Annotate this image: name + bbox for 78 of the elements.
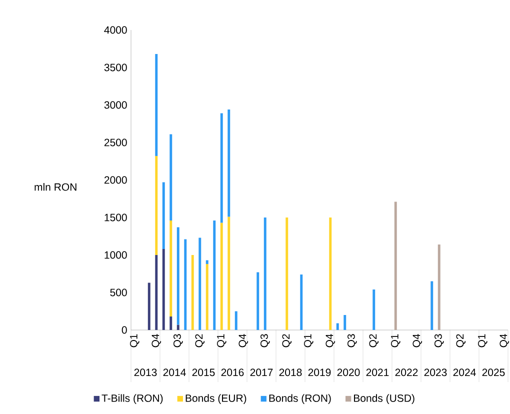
bar <box>206 260 208 264</box>
text: 2021 <box>366 368 389 376</box>
legend-label: Bonds (USD) <box>354 394 414 404</box>
text: 2024 <box>453 368 476 376</box>
bar <box>286 218 288 330</box>
text: 2013 <box>134 368 157 376</box>
x-tick-label: Q1 <box>130 334 140 348</box>
bar <box>162 249 165 330</box>
x-tick-label: Q2 <box>456 334 466 348</box>
bar <box>228 216 230 330</box>
bar <box>170 134 172 220</box>
text: 2018 <box>279 368 302 376</box>
bar <box>191 255 194 330</box>
text: 2019 <box>308 368 331 376</box>
x-tick-label: Q1 <box>304 334 314 348</box>
bar <box>394 202 397 330</box>
text: 2025 <box>482 368 505 376</box>
y-tick-label: 1500 <box>104 214 127 222</box>
bar <box>234 311 238 330</box>
x-tick-label: Q4 <box>152 334 162 348</box>
bar <box>162 182 165 249</box>
x-tick-label: Q1 <box>390 334 400 348</box>
x-tick-label: Q4 <box>500 334 510 348</box>
bar <box>430 281 434 330</box>
bar <box>206 264 208 330</box>
bar <box>336 323 339 330</box>
text: 2023 <box>424 368 447 376</box>
y-tick-label: 3500 <box>104 64 127 72</box>
x-tick-label: Q3 <box>347 334 357 348</box>
x-tick-label: Q1 <box>216 334 226 348</box>
bar <box>256 272 260 330</box>
bar <box>220 222 223 330</box>
y-tick-label: 2000 <box>104 176 127 184</box>
bar <box>228 110 230 217</box>
legend-label: T-Bills (RON) <box>102 394 163 404</box>
bar <box>148 282 150 330</box>
text: 2022 <box>395 368 418 376</box>
x-tick-label: Q1 <box>478 334 488 348</box>
bar <box>438 244 440 330</box>
bar <box>220 113 223 223</box>
x-tick-label: Q2 <box>195 334 205 348</box>
bar <box>170 316 172 330</box>
legend-label: Bonds (EUR) <box>186 394 246 404</box>
text: 2015 <box>192 368 215 376</box>
bar <box>176 324 180 330</box>
y-tick-label: 3000 <box>104 101 127 109</box>
text: 2017 <box>250 368 273 376</box>
bar <box>372 290 376 330</box>
x-tick-label: Q3 <box>173 334 183 348</box>
text: 2020 <box>337 368 360 376</box>
bar <box>198 238 202 330</box>
x-tick-label: Q4 <box>238 334 248 348</box>
y-tick-label: 2500 <box>104 138 127 146</box>
bar <box>155 156 158 255</box>
x-tick-label: Q4 <box>412 334 422 348</box>
x-tick-label: Q3 <box>434 334 444 348</box>
bar <box>155 54 158 156</box>
x-tick-label: Q3 <box>260 334 270 348</box>
bar <box>344 315 346 330</box>
legend-label: Bonds (RON) <box>269 394 331 404</box>
y-axis-title: mln RON <box>34 183 76 191</box>
bar <box>155 255 158 330</box>
x-tick-label: Q4 <box>326 334 336 348</box>
bar <box>329 218 332 330</box>
y-tick-label: 500 <box>110 288 127 296</box>
y-tick-label: 1000 <box>104 251 127 259</box>
text: 2016 <box>221 368 244 376</box>
bar <box>213 220 216 330</box>
y-tick-label: 0 <box>122 326 127 334</box>
bar <box>170 220 172 316</box>
bar <box>300 274 303 330</box>
x-tick-label: Q2 <box>369 334 379 348</box>
x-tick-label: Q2 <box>282 334 292 348</box>
bar <box>264 218 266 330</box>
bar <box>184 239 187 330</box>
y-tick-label: 4000 <box>104 26 127 34</box>
bar <box>176 227 180 325</box>
text: 2014 <box>163 368 186 376</box>
